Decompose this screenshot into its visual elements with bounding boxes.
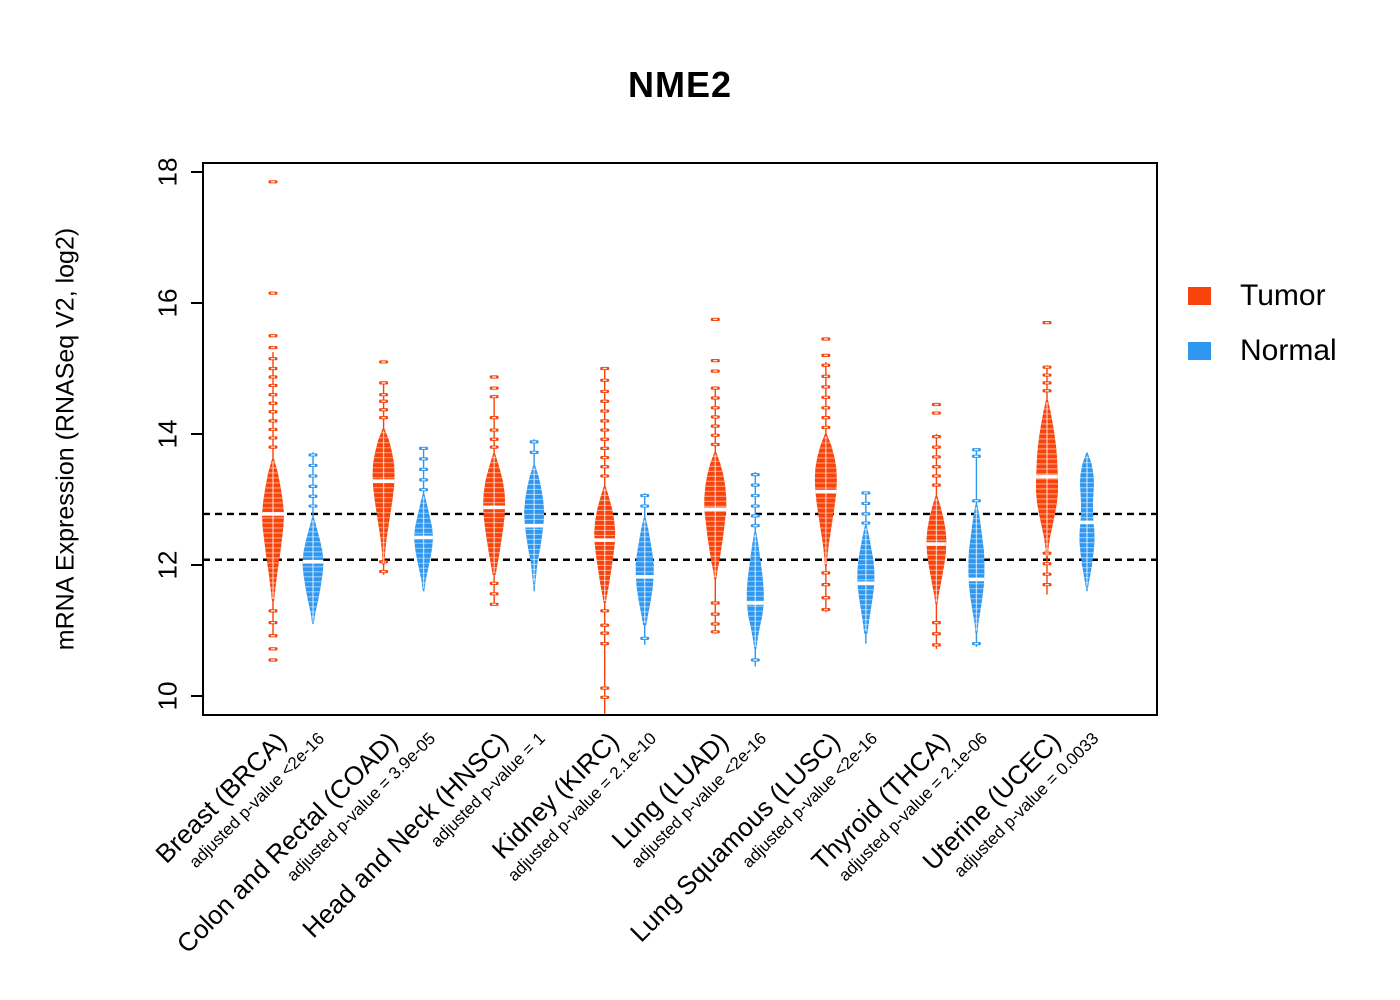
legend-item-tumor: Tumor xyxy=(1188,281,1337,311)
y-axis-label: mRNA Expression (RNASeq V2, log2) xyxy=(51,227,80,651)
legend-item-normal: Normal xyxy=(1188,336,1337,366)
legend: Tumor Normal xyxy=(1188,281,1337,391)
chart-title: NME2 xyxy=(627,64,733,105)
y-tick-14: 14 xyxy=(152,419,183,449)
y-tick-18: 18 xyxy=(152,157,183,187)
normal-swatch-icon xyxy=(1188,342,1211,360)
y-tick-10: 10 xyxy=(152,681,183,711)
y-tick-16: 16 xyxy=(152,288,183,318)
y-tick-12: 12 xyxy=(152,550,183,580)
legend-label-normal: Normal xyxy=(1240,334,1337,367)
tumor-swatch-icon xyxy=(1188,287,1211,305)
legend-label-tumor: Tumor xyxy=(1240,279,1326,312)
